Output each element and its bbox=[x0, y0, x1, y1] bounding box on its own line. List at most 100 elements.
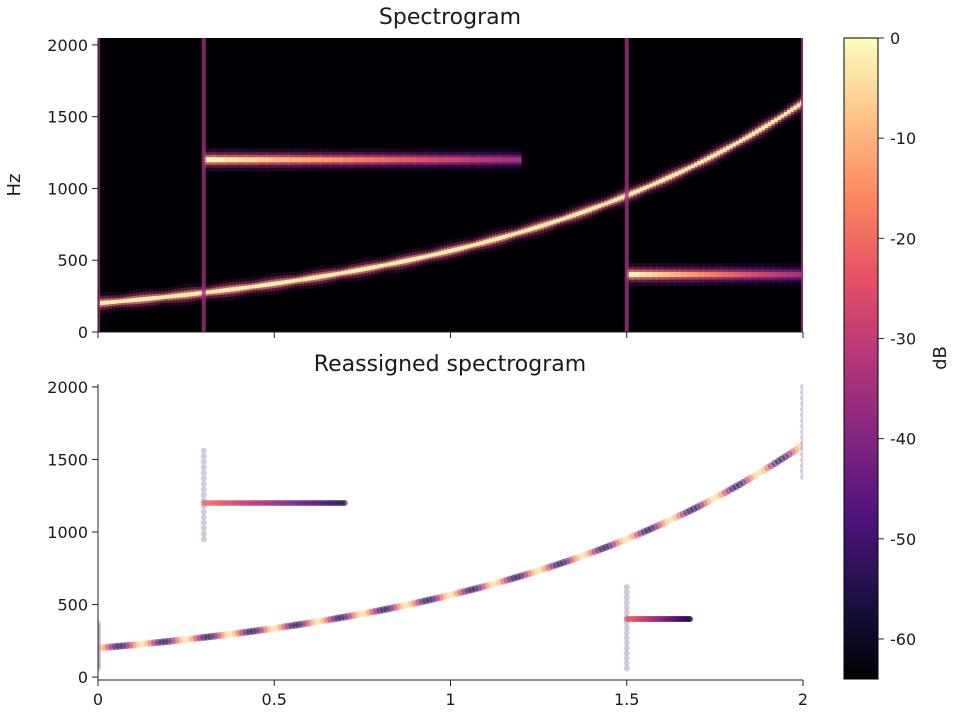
transient-point bbox=[98, 648, 101, 655]
tone-band bbox=[673, 272, 681, 278]
chirp-segment bbox=[210, 289, 214, 294]
chirp-segment bbox=[251, 284, 256, 289]
chirp-segment bbox=[671, 173, 676, 178]
chirp-segment bbox=[267, 282, 272, 287]
chirp-segment bbox=[415, 256, 420, 261]
spectrogram-panel: Spectrogram Hz 0 500 1000 1500 2000 bbox=[4, 5, 804, 342]
chirp-segment bbox=[258, 283, 263, 288]
tone-band bbox=[489, 157, 501, 163]
chirp-segment bbox=[719, 149, 724, 154]
chirp-segment bbox=[684, 167, 689, 172]
transient-point bbox=[800, 473, 803, 480]
chirp-segment bbox=[315, 274, 320, 280]
chirp-segment bbox=[508, 233, 512, 238]
chirp-segment bbox=[287, 279, 291, 284]
chirp-segment bbox=[540, 223, 545, 228]
chirp-segment bbox=[662, 177, 666, 182]
transient-point bbox=[200, 453, 207, 460]
chirp-segment bbox=[299, 277, 304, 282]
chirp-segment bbox=[572, 213, 577, 218]
tone-band bbox=[404, 157, 416, 163]
chirp-segment bbox=[774, 118, 778, 122]
chirp-segment bbox=[553, 219, 557, 224]
chirp-segment bbox=[142, 296, 147, 302]
chirp-segment bbox=[373, 264, 378, 269]
transient-point bbox=[98, 642, 101, 649]
chirp-segment bbox=[546, 221, 551, 226]
chirp-segment bbox=[742, 137, 746, 142]
tone-band bbox=[667, 272, 675, 278]
tone-band bbox=[309, 157, 321, 163]
transient-point bbox=[800, 440, 803, 447]
chirp-segment bbox=[402, 259, 407, 264]
chirp-segment bbox=[447, 249, 452, 254]
chirp-segment bbox=[793, 105, 798, 110]
transient-point bbox=[98, 651, 101, 658]
transient-point bbox=[200, 480, 207, 487]
tone-band bbox=[720, 272, 728, 278]
chirp-segment bbox=[565, 215, 570, 220]
tone-band bbox=[703, 272, 710, 278]
chirp-segment bbox=[780, 114, 785, 118]
reassigned-x-axis: 0 0.5 1 1.5 2 bbox=[93, 679, 808, 709]
transient-point bbox=[200, 525, 207, 532]
tone-band bbox=[797, 272, 803, 278]
tone-band bbox=[632, 272, 640, 278]
transient-point bbox=[200, 458, 207, 465]
y-tick-label: 2000 bbox=[47, 36, 88, 55]
transient-point bbox=[623, 614, 630, 621]
chirp-segment bbox=[652, 182, 657, 186]
chirp-segment bbox=[581, 209, 586, 214]
tone-band bbox=[394, 157, 406, 163]
chirp-segment bbox=[110, 300, 115, 305]
chirp-segment bbox=[229, 287, 234, 292]
tone-band bbox=[436, 157, 448, 163]
tone-band bbox=[415, 157, 427, 163]
chirp-segment bbox=[687, 165, 692, 170]
transient-point bbox=[98, 626, 101, 633]
tone-band bbox=[738, 272, 745, 278]
tone-band bbox=[203, 157, 215, 163]
chirp-segment bbox=[726, 146, 730, 151]
chirp-segment bbox=[658, 179, 663, 184]
tone-band bbox=[330, 157, 342, 163]
chirp-segment bbox=[613, 197, 618, 202]
chirp-segment bbox=[767, 121, 772, 127]
chirp-segment bbox=[280, 280, 285, 285]
y-tick-label: 1000 bbox=[47, 179, 88, 198]
transient-point bbox=[98, 640, 101, 647]
transient-point bbox=[200, 464, 207, 471]
chirp-segment bbox=[255, 284, 259, 289]
chirp-segment bbox=[492, 237, 496, 242]
chirp-segment bbox=[713, 152, 718, 158]
spectrogram-title: Spectrogram bbox=[379, 5, 521, 30]
chirp-segment bbox=[456, 246, 461, 251]
tone-band bbox=[383, 157, 395, 163]
chirp-segment bbox=[585, 208, 589, 213]
chirp-segment bbox=[761, 125, 766, 131]
chirp-segment bbox=[178, 293, 182, 298]
chirp-segment bbox=[386, 262, 391, 267]
chirp-segment bbox=[376, 264, 381, 269]
chirp-segment bbox=[716, 151, 721, 156]
y-tick-label: 500 bbox=[57, 251, 88, 270]
transient-point bbox=[200, 530, 207, 537]
chirp-segment bbox=[165, 294, 170, 299]
chirp-segment bbox=[264, 282, 269, 287]
tone-band bbox=[638, 272, 645, 278]
transient-point bbox=[623, 650, 630, 657]
chirp-segment bbox=[354, 268, 359, 273]
chirp-segment bbox=[248, 285, 253, 289]
transient-point bbox=[623, 604, 630, 611]
transient-point bbox=[623, 655, 630, 662]
transient-point bbox=[200, 497, 207, 504]
chirp-segment bbox=[562, 216, 567, 221]
chirp-segment bbox=[312, 275, 317, 280]
chirp-segment bbox=[171, 294, 176, 299]
tone-band bbox=[298, 157, 311, 163]
colorbar: 0 -10 -20 -30 -40 -50 -60 dB bbox=[843, 29, 951, 680]
chirp-segment bbox=[104, 300, 109, 305]
chirp-segment bbox=[344, 270, 349, 275]
chirp-segment bbox=[476, 242, 480, 246]
tone-band bbox=[744, 272, 751, 278]
